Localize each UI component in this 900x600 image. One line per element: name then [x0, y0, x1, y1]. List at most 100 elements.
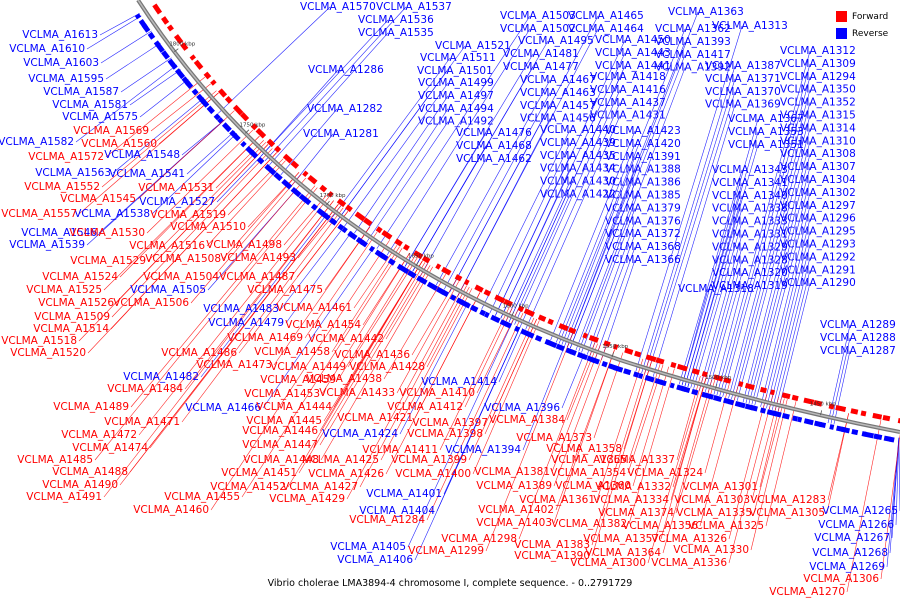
gene-label: VCLMA_A1435: [540, 150, 616, 162]
gene-label: VCLMA_A1313: [712, 20, 788, 32]
gene-label: VCLMA_A1426: [308, 468, 384, 480]
reverse-feature: [310, 203, 318, 211]
forward-feature: [588, 335, 599, 343]
gene-label: VCLMA_A1497: [418, 90, 494, 102]
gene-label: VCLMA_A1427: [282, 481, 358, 493]
reverse-feature: [134, 13, 142, 20]
gene-label: VCLMA_A1530: [69, 227, 145, 239]
reverse-feature: [797, 416, 803, 423]
reverse-feature: [712, 395, 723, 402]
label-connector: [75, 64, 178, 143]
gene-label: VCLMA_A1332: [595, 481, 671, 493]
label-connector: [353, 244, 398, 309]
tick-mark: [174, 48, 179, 52]
forward-feature: [345, 204, 353, 213]
gene-label: VCLMA_A1299: [408, 545, 484, 557]
forward-feature: [354, 211, 366, 222]
gene-label: VCLMA_A1390: [514, 550, 590, 562]
reverse-feature: [302, 197, 312, 206]
label-connector: [220, 177, 307, 278]
gene-label: VCLMA_A1529: [70, 255, 146, 267]
gene-label: VCLMA_A1284: [349, 514, 425, 526]
reverse-feature: [206, 105, 215, 115]
gene-label: VCLMA_A1503: [500, 10, 576, 22]
label-connector: [280, 108, 338, 176]
gene-label: VCLMA_A1483: [203, 303, 279, 315]
reverse-feature: [546, 339, 558, 349]
label-connector: [320, 266, 434, 461]
label-connector: [354, 95, 449, 234]
reverse-feature: [161, 50, 170, 60]
gene-label: VCLMA_A1505: [130, 284, 206, 296]
gene-label: VCLMA_A1466: [185, 402, 261, 414]
tick-mark: [611, 352, 614, 358]
forward-feature: [494, 294, 506, 304]
forward-feature: [319, 184, 328, 193]
label-connector: [86, 15, 142, 50]
gene-label: VCLMA_A1354: [550, 467, 626, 479]
label-connector: [291, 133, 334, 186]
label-connector: [436, 79, 551, 286]
forward-feature: [232, 104, 244, 116]
forward-feature: [274, 145, 282, 153]
label-connector: [346, 284, 465, 500]
gene-label: VCLMA_A1418: [590, 71, 666, 83]
label-connector: [260, 19, 389, 157]
gene-label: VCLMA_A1481: [503, 48, 579, 60]
label-connector: [699, 234, 743, 391]
label-connector: [215, 140, 264, 189]
gene-label: VCLMA_A1336: [651, 557, 727, 569]
gene-label: VCLMA_A1539: [9, 239, 85, 251]
gene-label: VCLMA_A1455: [164, 491, 240, 503]
reverse-feature: [883, 435, 891, 442]
label-connector: [439, 306, 510, 451]
legend: Forward Reverse: [836, 8, 888, 42]
label-connector: [359, 285, 467, 488]
label-connector: [635, 25, 743, 372]
tick-label: 1450 kbp: [810, 401, 836, 407]
reverse-feature: [555, 343, 566, 352]
label-connector: [722, 76, 811, 397]
gene-label: VCLMA_A1475: [247, 284, 323, 296]
label-connector: [678, 169, 743, 385]
gene-label: VCLMA_A1510: [170, 221, 246, 233]
label-connector: [555, 349, 615, 511]
label-connector: [704, 260, 743, 393]
forward-feature: [474, 284, 484, 293]
reverse-feature: [420, 278, 428, 285]
gene-label: VCLMA_A1548: [104, 149, 180, 161]
forward-feature: [613, 343, 619, 350]
label-connector: [449, 105, 551, 293]
forward-feature: [224, 95, 233, 104]
gene-label: VCLMA_A1399: [391, 454, 467, 466]
label-connector: [489, 142, 571, 314]
tick-mark: [245, 129, 250, 134]
label-connector: [751, 179, 811, 405]
forward-feature: [250, 123, 258, 131]
gene-label: VCLMA_A1504: [143, 271, 219, 283]
label-connector: [112, 97, 205, 174]
gene-label: VCLMA_A1302: [780, 187, 856, 199]
forward-feature: [503, 298, 513, 307]
label-connector: [94, 187, 318, 461]
reverse-feature: [669, 382, 675, 389]
reverse-feature: [398, 264, 410, 275]
tick-label: 1650 kbp: [408, 254, 434, 260]
gene-label: VCLMA_A1289: [820, 319, 896, 331]
label-connector: [78, 92, 219, 215]
label-connector: [383, 274, 446, 380]
gene-label: VCLMA_A1442: [308, 333, 384, 345]
gene-label: VCLMA_A1315: [780, 110, 856, 122]
gene-label: VCLMA_A1581: [52, 99, 128, 111]
forward-feature: [537, 314, 547, 322]
label-connector: [652, 104, 736, 377]
label-connector: [414, 326, 521, 561]
gene-label: VCLMA_A1489: [53, 401, 129, 413]
tick-label: 1800 kbp: [169, 42, 195, 48]
gene-label: VCLMA_A1429: [269, 493, 345, 505]
forward-feature: [582, 332, 588, 339]
reverse-feature: [873, 433, 883, 441]
label-connector: [386, 28, 531, 256]
forward-feature: [166, 24, 174, 32]
